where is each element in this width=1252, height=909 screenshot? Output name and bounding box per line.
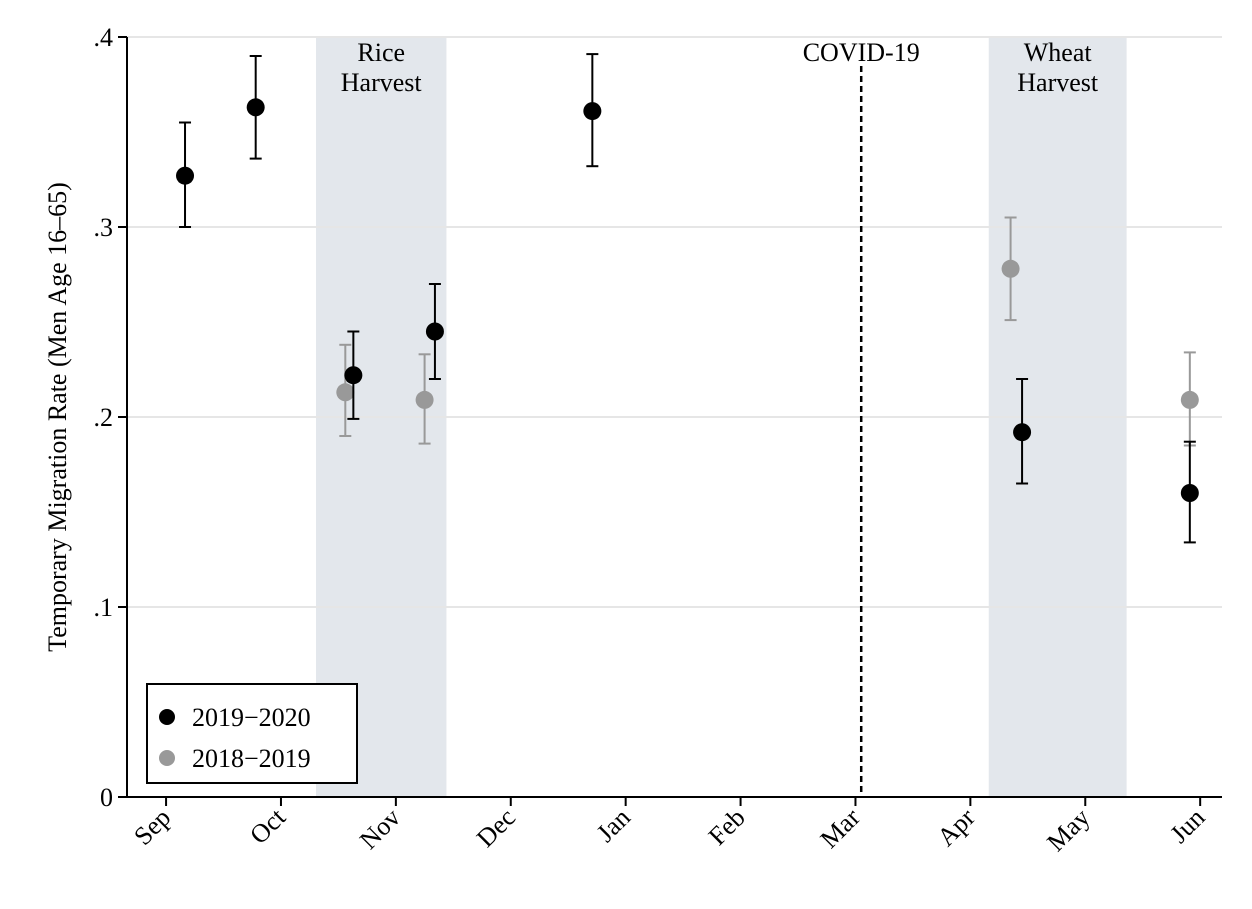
x-tick-label: Oct bbox=[244, 802, 292, 850]
x-tick-label: Jan bbox=[591, 803, 636, 848]
point bbox=[344, 366, 363, 385]
x-tick-label: Sep bbox=[128, 803, 176, 851]
y-tick-label: .4 bbox=[94, 23, 114, 52]
point bbox=[176, 166, 195, 185]
x-tick-label: Apr bbox=[932, 802, 981, 851]
x-tick-label: Jun bbox=[1164, 803, 1210, 849]
point bbox=[1180, 390, 1199, 409]
point bbox=[1001, 259, 1020, 278]
point bbox=[425, 322, 444, 341]
shaded-label: Rice bbox=[357, 38, 405, 67]
x-tick-label: Dec bbox=[471, 803, 521, 853]
x-tick-label: May bbox=[1041, 803, 1095, 857]
shaded-label: Harvest bbox=[1017, 68, 1099, 97]
legend-marker bbox=[159, 750, 175, 766]
legend-label: 2018−2019 bbox=[192, 744, 311, 773]
legend-marker bbox=[159, 709, 175, 725]
y-tick-label: .3 bbox=[94, 213, 114, 242]
x-tick-label: Feb bbox=[703, 803, 751, 851]
point bbox=[336, 383, 355, 402]
x-tick-label: Mar bbox=[815, 803, 866, 854]
shaded-label: Harvest bbox=[341, 68, 423, 97]
y-tick-label: 0 bbox=[100, 783, 113, 812]
legend-label: 2019−2020 bbox=[192, 703, 311, 732]
y-axis-label: Temporary Migration Rate (Men Age 16–65) bbox=[43, 182, 72, 652]
point bbox=[246, 98, 265, 117]
point bbox=[583, 102, 602, 121]
point bbox=[1180, 484, 1199, 502]
point bbox=[415, 390, 434, 409]
y-tick-label: .2 bbox=[94, 403, 114, 432]
point bbox=[1013, 423, 1032, 442]
event-label: COVID-19 bbox=[803, 38, 920, 67]
shaded-label: Wheat bbox=[1024, 38, 1093, 67]
x-tick-label: Nov bbox=[354, 803, 406, 855]
y-tick-label: .1 bbox=[94, 593, 114, 622]
legend-box bbox=[146, 683, 358, 784]
